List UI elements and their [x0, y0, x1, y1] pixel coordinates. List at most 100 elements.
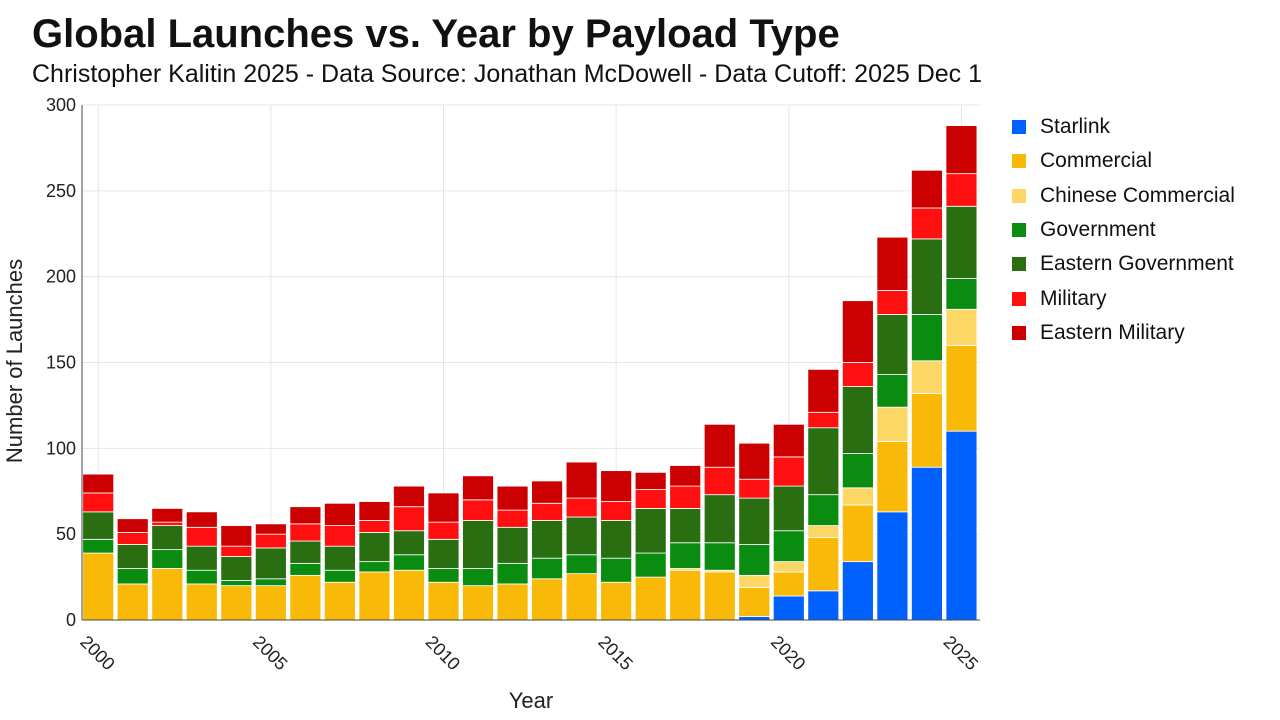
bar-segment-government: [945, 277, 978, 310]
bar-segment-eastern-government: [496, 526, 529, 564]
y-tick-label: 300: [46, 95, 76, 115]
bar-segment-eastern-military: [772, 423, 805, 458]
bar-segment-commercial: [600, 581, 633, 621]
x-tick-labels: 2000 2005 2010 2015 2020 2025: [76, 632, 982, 674]
bar-segment-eastern-government: [841, 386, 874, 454]
bar-segment-government: [358, 561, 391, 573]
bar-segment-government: [185, 569, 218, 585]
bar-segment-military: [600, 501, 633, 521]
bar-segment-eastern-government: [945, 205, 978, 279]
bar-segment-government: [911, 314, 943, 362]
bar-segment-commercial: [324, 581, 356, 621]
bar-segment-eastern-government: [738, 497, 771, 545]
bar-segment-eastern-military: [531, 480, 563, 504]
bar-segment-commercial: [841, 504, 874, 563]
bar-segment-starlink: [841, 561, 874, 621]
bar-segment-military: [427, 521, 460, 540]
bar-segment-eastern-government: [82, 511, 115, 540]
legend-item-starlink[interactable]: Starlink: [1012, 110, 1235, 144]
legend-swatch: [1012, 257, 1026, 272]
bar-segment-government: [116, 568, 149, 585]
bar-segment-starlink: [945, 430, 978, 621]
bar-segment-military: [324, 525, 356, 547]
bar-segment-chinese-commercial: [738, 574, 771, 588]
bar-segment-military: [841, 362, 874, 387]
bar-segment-military: [565, 497, 598, 518]
legend-item-chinese-commercial[interactable]: Chinese Commercial: [1012, 179, 1235, 213]
bar-segment-military: [703, 466, 736, 496]
bar-segment-eastern-military: [254, 523, 287, 535]
legend-item-eastern-military[interactable]: Eastern Military: [1012, 316, 1235, 350]
bar-segment-eastern-military: [600, 470, 633, 502]
bar-segment-eastern-military: [393, 485, 425, 508]
bar-segment-eastern-government: [772, 485, 805, 532]
bar-segment-eastern-government: [634, 508, 667, 554]
bar-segment-military: [531, 502, 563, 521]
legend-item-commercial[interactable]: Commercial: [1012, 144, 1235, 178]
bar-segment-commercial: [82, 552, 115, 621]
bar-segment-eastern-government: [358, 532, 391, 563]
bar-segment-government: [738, 544, 771, 576]
x-tick-label: 2000: [76, 632, 118, 674]
bar-segment-starlink: [772, 595, 805, 621]
bar-segment-chinese-commercial: [807, 525, 840, 538]
bar-segment-chinese-commercial: [911, 360, 943, 394]
bar-segment-commercial: [185, 583, 218, 621]
bar-segment-eastern-military: [807, 368, 840, 413]
bar-segment-commercial: [807, 537, 840, 592]
bar-segment-commercial: [220, 585, 253, 621]
bar-segment-government: [254, 578, 287, 587]
bar-segment-eastern-military: [911, 169, 943, 209]
bar-segment-eastern-government: [220, 556, 253, 581]
bar-segment-eastern-military: [669, 465, 702, 487]
bar-segment-eastern-government: [151, 525, 184, 551]
chart-subtitle: Christopher Kalitin 2025 - Data Source: …: [32, 60, 983, 88]
bar-segment-chinese-commercial: [772, 561, 805, 573]
bar-segment-military: [462, 499, 494, 521]
bar-segment-eastern-military: [151, 508, 184, 523]
bar-segment-eastern-military: [703, 423, 736, 468]
bar-segment-commercial: [945, 344, 978, 432]
legend-item-eastern-government[interactable]: Eastern Government: [1012, 247, 1235, 281]
bar-segment-commercial: [634, 576, 667, 621]
bar-segment-commercial: [496, 583, 529, 621]
bar-segment-military: [254, 533, 287, 549]
bar-segment-commercial: [289, 574, 322, 621]
bar-segment-eastern-government: [324, 545, 356, 571]
legend-item-military[interactable]: Military: [1012, 281, 1235, 315]
bar-segment-military: [496, 509, 529, 528]
bar-segment-government: [462, 568, 494, 587]
bar-segment-military: [82, 492, 115, 513]
bar-segment-government: [393, 554, 425, 571]
bar-segment-government: [841, 453, 874, 489]
bar-segment-government: [565, 554, 598, 575]
bar-segment-government: [427, 568, 460, 583]
bar-segment-military: [876, 289, 909, 315]
y-axis-label: Number of Launches: [2, 259, 27, 463]
x-tick-label: 2020: [767, 632, 809, 674]
bar-segment-commercial: [565, 573, 598, 621]
bar-segment-eastern-government: [911, 238, 943, 315]
bar-segment-government: [82, 538, 115, 554]
bar-segment-eastern-military: [427, 492, 460, 523]
bar-segment-eastern-military: [496, 485, 529, 511]
bar-segment-commercial: [772, 571, 805, 597]
bar-segment-commercial: [116, 583, 149, 621]
bar-segment-commercial: [358, 571, 391, 621]
bar-segment-eastern-military: [358, 501, 391, 521]
bar-segment-government: [600, 557, 633, 583]
bar-segment-military: [669, 485, 702, 509]
bar-segment-eastern-government: [565, 516, 598, 556]
bar-segment-eastern-military: [220, 525, 253, 547]
bar-segment-military: [185, 526, 218, 547]
x-axis-label: Year: [509, 688, 553, 713]
bar-segment-eastern-government: [393, 530, 425, 556]
legend-swatch: [1012, 154, 1026, 169]
bar-segment-commercial: [703, 571, 736, 621]
legend-item-government[interactable]: Government: [1012, 213, 1235, 247]
bar-segment-military: [738, 478, 771, 499]
bar-segment-commercial: [911, 392, 943, 468]
bar-segment-eastern-military: [185, 511, 218, 528]
legend-label: Eastern Military: [1040, 320, 1185, 344]
